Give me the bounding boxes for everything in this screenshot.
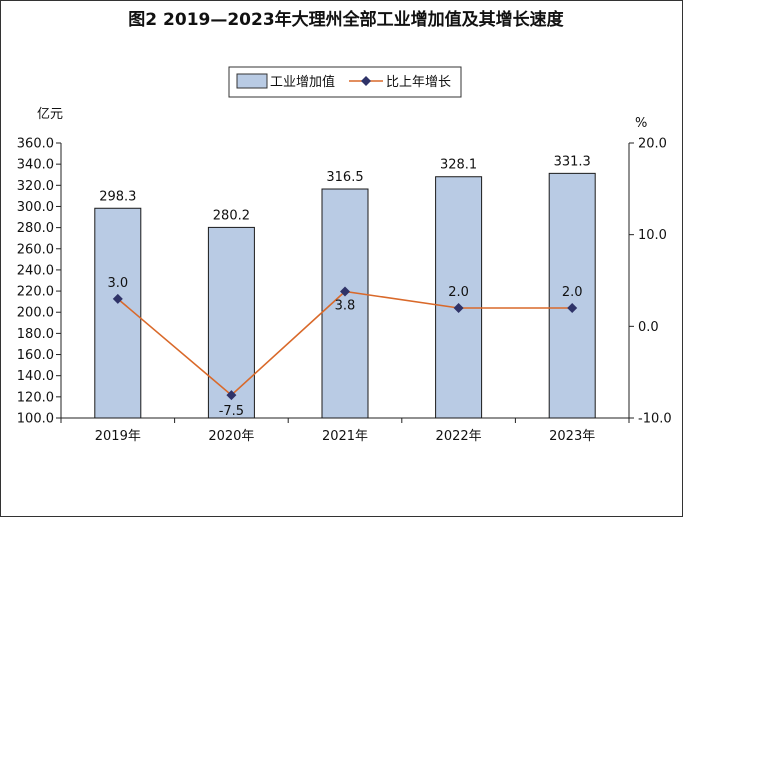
chart-title: 图2 2019—2023年大理州全部工业增加值及其增长速度 — [128, 9, 564, 30]
bar-value-label: 280.2 — [213, 208, 250, 223]
bar — [321, 188, 369, 419]
legend-bar-label: 工业增加值 — [270, 74, 335, 90]
legend-line-marker — [361, 76, 371, 86]
x-tick-label: 2021年 — [322, 429, 368, 444]
legend: 工业增加值 比上年增长 — [228, 66, 462, 98]
bar — [548, 172, 596, 419]
left-tick-label: 340.0 — [17, 158, 54, 173]
left-tick-label: 220.0 — [17, 285, 54, 300]
bar — [94, 207, 142, 419]
left-tick-label: 160.0 — [17, 348, 54, 363]
x-tick-label: 2019年 — [95, 429, 141, 444]
left-tick-label: 200.0 — [17, 306, 54, 321]
line-layer — [112, 286, 578, 401]
right-tick-label: -10.0 — [638, 412, 672, 427]
line-value-label: 3.0 — [107, 276, 128, 291]
line-value-label: -7.5 — [219, 404, 244, 419]
right-tick-label: 20.0 — [638, 137, 667, 152]
legend-box — [228, 66, 462, 98]
line-value-label: 2.0 — [562, 285, 583, 300]
line-point — [112, 293, 123, 304]
line-point — [340, 286, 350, 297]
chart-frame: 图2 2019—2023年大理州全部工业增加值及其增长速度 工业增加值 比上年增… — [0, 0, 683, 517]
legend-bar-swatch — [236, 73, 268, 89]
x-tick-label: 2023年 — [549, 429, 595, 444]
x-tick-label: 2022年 — [436, 429, 482, 444]
bars-layer — [94, 172, 596, 419]
left-tick-label: 180.0 — [17, 327, 54, 342]
left-tick-label: 360.0 — [17, 137, 54, 152]
right-tick-label: 0.0 — [638, 320, 659, 335]
bar-value-label: 328.1 — [440, 158, 477, 173]
left-tick-label: 100.0 — [17, 412, 54, 427]
left-tick-label: 140.0 — [17, 369, 54, 384]
bar — [207, 226, 255, 419]
left-tick-label: 300.0 — [17, 200, 54, 215]
axes: 100.0 120.0 140.0 160.0 180.0 200.0 220.0 240.0… — [17, 137, 672, 445]
bar — [435, 176, 483, 419]
left-axis-unit: 亿元 — [37, 107, 63, 122]
data-labels-layer: 298.3 280.2 316.5 328.1 331.3 3.0 -7.5 3.8 2.0 2.… — [99, 154, 591, 419]
legend-line-label: 比上年增长 — [386, 75, 451, 90]
left-tick-label: 320.0 — [17, 179, 54, 194]
line-point — [567, 303, 578, 313]
right-tick-label: 10.0 — [638, 228, 667, 243]
x-tick-label: 2020年 — [208, 429, 254, 444]
bar-value-label: 316.5 — [326, 170, 363, 185]
line-value-label: 2.0 — [448, 285, 469, 300]
left-tick-label: 120.0 — [17, 390, 54, 405]
left-tick-label: 240.0 — [17, 263, 54, 278]
bar-value-label: 331.3 — [554, 154, 591, 169]
line-point — [453, 303, 464, 313]
left-tick-label: 280.0 — [17, 221, 54, 236]
right-axis-unit: % — [635, 116, 647, 131]
line-point — [226, 390, 237, 401]
bar-value-label: 298.3 — [99, 189, 136, 204]
left-tick-label: 260.0 — [17, 242, 54, 257]
line-value-label: 3.8 — [335, 299, 356, 314]
chart: 图2 2019—2023年大理州全部工业增加值及其增长速度 工业增加值 比上年增… — [17, 9, 672, 445]
